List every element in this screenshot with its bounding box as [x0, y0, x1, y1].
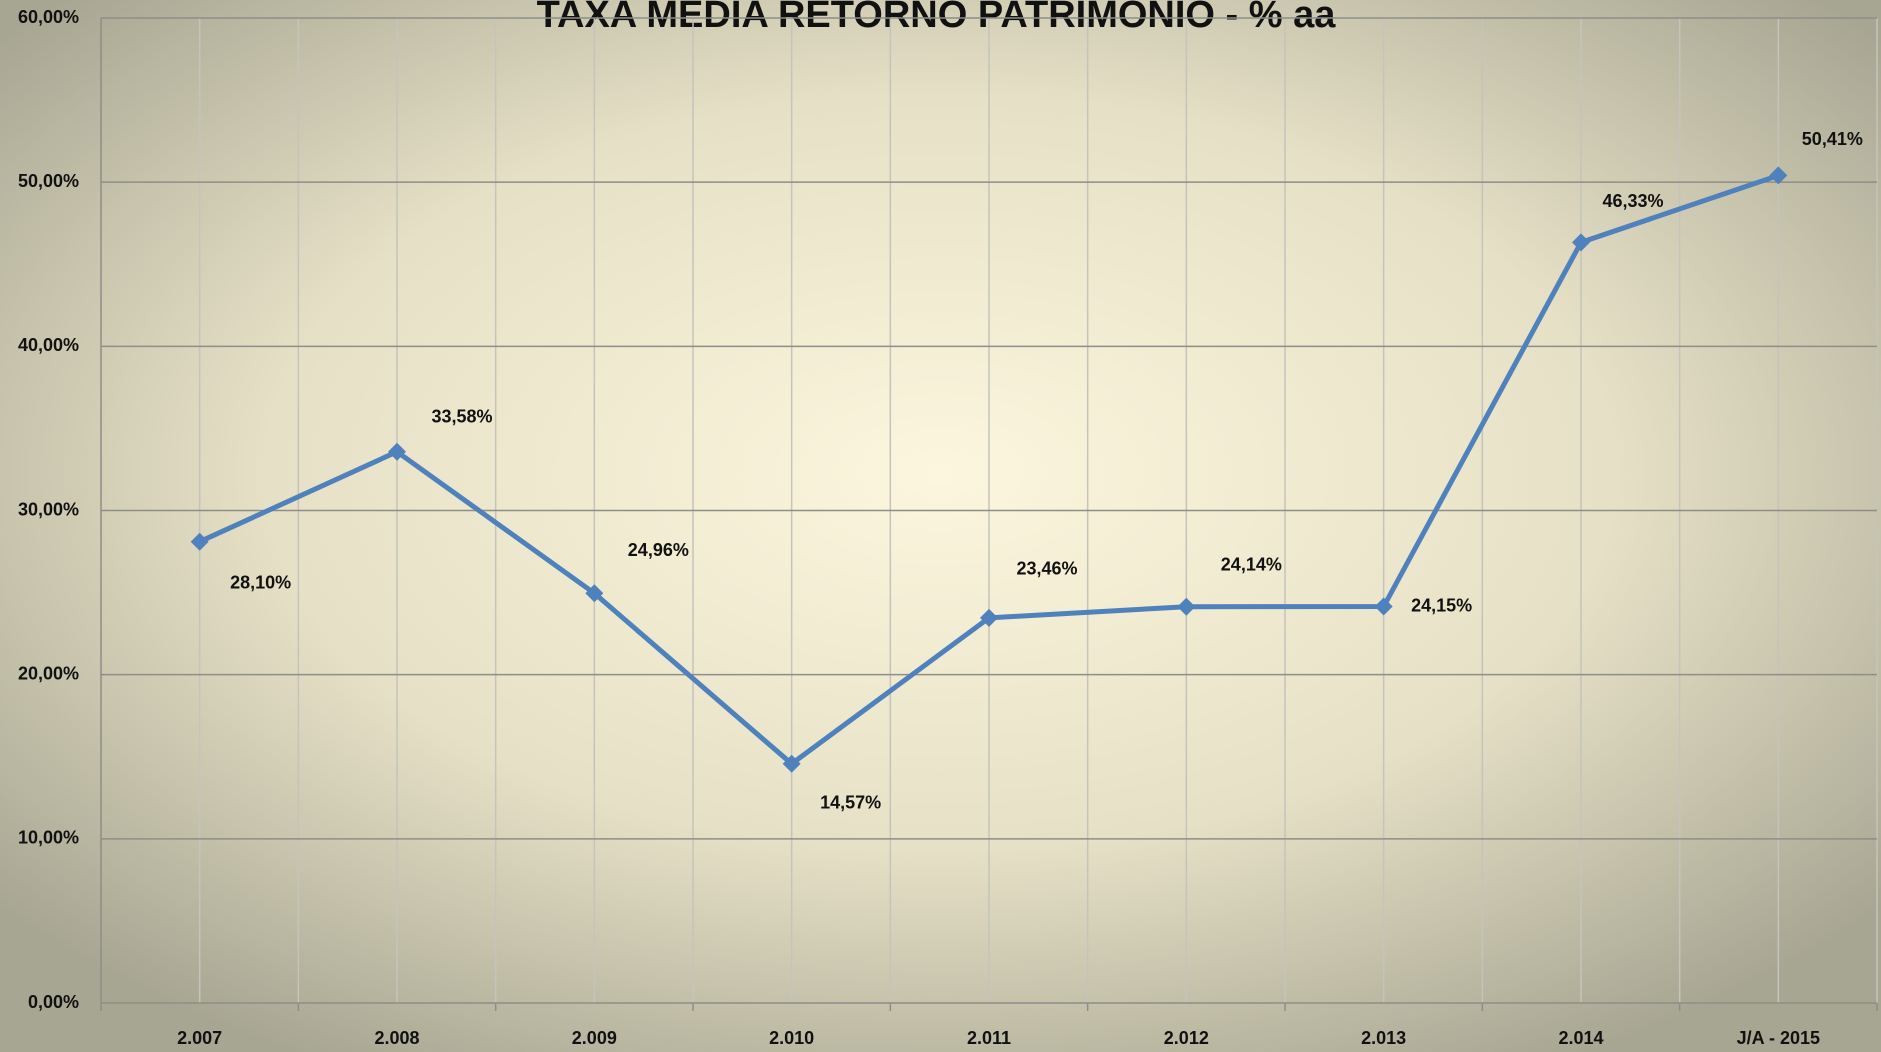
marker: [782, 754, 801, 773]
y-tick-label: 50,00%: [18, 171, 79, 191]
y-tick-label: 60,00%: [18, 7, 79, 27]
marker: [388, 442, 406, 461]
y-tick-label: 30,00%: [18, 499, 79, 519]
y-tick-label: 20,00%: [18, 663, 79, 683]
x-tick-label: 2.012: [1164, 1028, 1209, 1048]
y-tick-label: 40,00%: [18, 335, 79, 355]
data-label: 24,14%: [1221, 554, 1282, 574]
x-tick-label: 2.011: [967, 1028, 1011, 1048]
x-tick-label: 2.007: [177, 1028, 222, 1048]
marker: [980, 608, 998, 627]
x-tick-label: 2.013: [1361, 1028, 1406, 1048]
data-label: 24,96%: [628, 540, 689, 560]
y-tick-label: 0,00%: [28, 992, 79, 1012]
data-label: 14,57%: [820, 793, 881, 813]
marker: [1177, 597, 1196, 616]
marker: [1769, 166, 1788, 185]
data-label: 28,10%: [230, 572, 291, 592]
data-label: 50,41%: [1802, 129, 1863, 149]
data-label: 46,33%: [1602, 191, 1663, 211]
marker: [190, 532, 209, 551]
x-tick-label: 2.014: [1558, 1028, 1603, 1048]
x-tick-label: J/A - 2015: [1737, 1028, 1820, 1048]
x-tick-label: 2.010: [769, 1028, 814, 1048]
x-tick-label: 2.008: [374, 1028, 419, 1048]
marker: [1374, 597, 1393, 616]
data-label: 23,46%: [1016, 559, 1077, 579]
y-tick-label: 10,00%: [18, 828, 79, 848]
marker: [585, 584, 604, 603]
x-tick-label: 2.009: [572, 1028, 617, 1048]
marker: [1572, 233, 1590, 252]
data-label: 33,58%: [431, 406, 492, 426]
data-label: 24,15%: [1411, 595, 1472, 615]
